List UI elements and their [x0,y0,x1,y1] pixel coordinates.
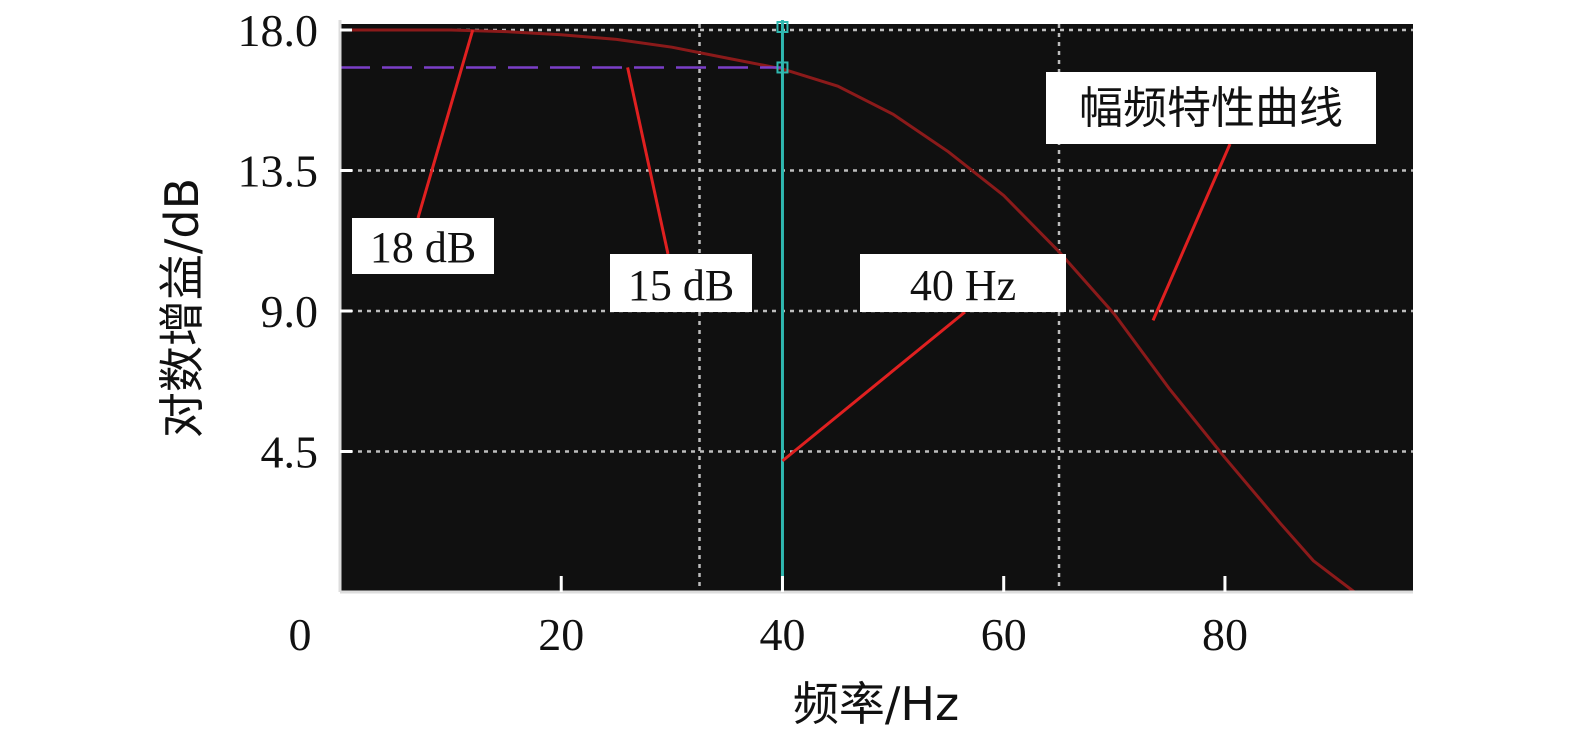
annotation-leader-line [626,67,670,255]
annotation-box [610,254,752,312]
y-axis-title: 对数增益/dB [155,178,209,438]
x-tick-label: 0 [289,609,312,660]
y-tick-label: 18.0 [238,5,319,56]
series-line-0 [340,28,1356,594]
annotation-box [1046,72,1376,144]
series-layer [340,28,1356,594]
y-tick-label: 13.5 [238,146,319,197]
reference-marker-top [776,21,789,33]
x-ticks: 0 20 40 60 80 [289,576,1248,660]
y-ticks: 4.5 9.0 13.5 18.0 [238,5,352,478]
x-tick-label: 40 [759,609,805,660]
annotation-leader-line [416,29,475,219]
annotations: 18 dB 15 dB 40 Hz 幅频特性曲线 [352,29,1376,463]
annotation-leader-line [781,310,966,463]
annotation-label: 40 Hz [910,261,1016,310]
plot-frame [338,20,1413,594]
annotation-box [860,254,1066,312]
y-tick-label: 9.0 [261,286,319,337]
x-tick-label: 60 [981,609,1027,660]
x-tick-label: 20 [538,609,584,660]
y-tick-label: 4.5 [261,427,319,478]
annotation-label: 幅频特性曲线 [1079,83,1343,134]
annotation-box [352,218,494,274]
annotation-leader-line [1151,143,1232,321]
x-axis-title: 频率/Hz [793,677,959,731]
annotation-label: 18 dB [370,223,476,272]
x-tick-label: 80 [1202,609,1248,660]
reference-lines [340,20,789,592]
annotation-label: 15 dB [628,261,734,310]
grid [340,24,1413,592]
